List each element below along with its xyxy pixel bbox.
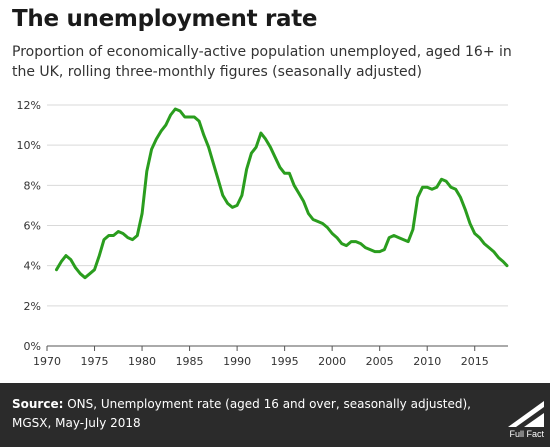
x-tick-label: 1975 [81, 355, 109, 368]
chart-subtitle: Proportion of economically-active popula… [12, 44, 512, 80]
x-tick-label: 2005 [366, 355, 394, 368]
y-tick-label: 8% [24, 179, 41, 192]
y-tick-label: 2% [24, 300, 41, 313]
full-fact-logo: Full Fact [504, 397, 546, 443]
source-footer: Source: ONS, Unemployment rate (aged 16 … [0, 383, 550, 447]
x-tick-label: 1970 [33, 355, 61, 368]
y-tick-label: 12% [17, 99, 41, 112]
x-tick-label: 1980 [128, 355, 156, 368]
y-tick-label: 4% [24, 260, 41, 273]
series-line [55, 107, 509, 280]
source-note: Source: ONS, Unemployment rate (aged 16 … [12, 395, 482, 433]
x-tick-label: 2015 [461, 355, 489, 368]
y-tick-label: 0% [24, 340, 41, 353]
x-tick-label: 1990 [223, 355, 251, 368]
x-tick-label: 1995 [271, 355, 299, 368]
x-tick-label: 2000 [318, 355, 346, 368]
chart-title: The unemployment rate [12, 6, 318, 32]
logo-mark-icon [508, 401, 544, 427]
y-tick-label: 6% [24, 220, 41, 233]
source-label: Source: [12, 397, 64, 411]
source-text: ONS, Unemployment rate (aged 16 and over… [12, 397, 471, 430]
line-chart: 0% 2% 4% 6% 8% 10% 12% 1970 1975 1980 1985 1990 1995… [17, 99, 509, 368]
logo-text: Full Fact [509, 429, 544, 439]
x-tick-label: 1985 [176, 355, 204, 368]
y-tick-label: 10% [17, 139, 41, 152]
x-tick-label: 2010 [413, 355, 441, 368]
